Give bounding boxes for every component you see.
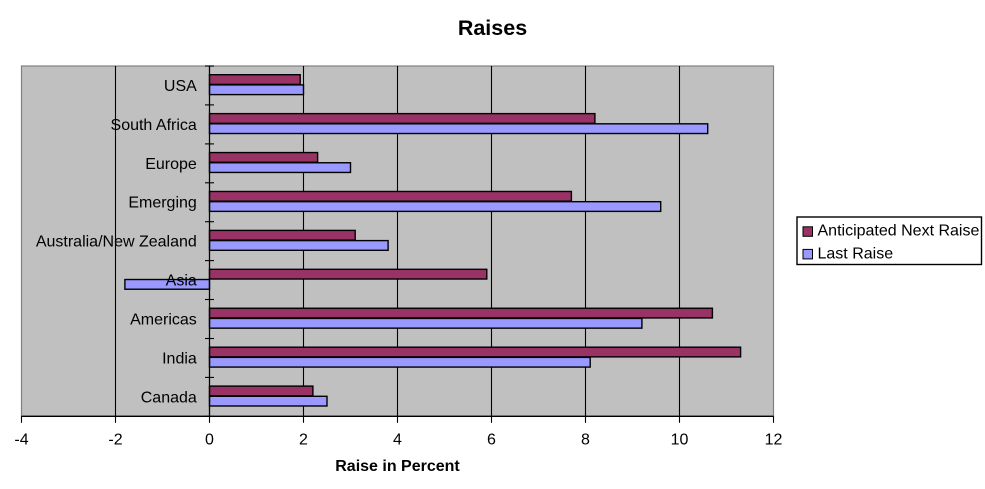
svg-text:-2: -2 bbox=[108, 432, 122, 449]
svg-text:Australia/New Zealand: Australia/New Zealand bbox=[36, 234, 197, 251]
svg-text:USA: USA bbox=[164, 78, 197, 95]
svg-text:Raise in Percent: Raise in Percent bbox=[335, 458, 460, 475]
svg-text:Raises: Raises bbox=[458, 16, 527, 40]
svg-text:India: India bbox=[162, 350, 197, 367]
svg-text:2: 2 bbox=[299, 432, 308, 449]
svg-text:South Africa: South Africa bbox=[111, 117, 197, 134]
svg-text:Last Raise: Last Raise bbox=[818, 246, 894, 263]
svg-text:Canada: Canada bbox=[141, 389, 197, 406]
svg-text:-4: -4 bbox=[14, 432, 28, 449]
svg-text:Anticipated Next Raise: Anticipated Next Raise bbox=[818, 223, 980, 240]
svg-text:6: 6 bbox=[487, 432, 496, 449]
svg-text:Asia: Asia bbox=[166, 273, 197, 290]
svg-text:Europe: Europe bbox=[145, 156, 197, 173]
svg-text:Emerging: Emerging bbox=[128, 195, 196, 212]
svg-text:8: 8 bbox=[581, 432, 590, 449]
svg-text:10: 10 bbox=[671, 432, 689, 449]
svg-text:Americas: Americas bbox=[130, 311, 197, 328]
svg-text:4: 4 bbox=[393, 432, 402, 449]
svg-text:12: 12 bbox=[765, 432, 783, 449]
svg-text:0: 0 bbox=[205, 432, 214, 449]
